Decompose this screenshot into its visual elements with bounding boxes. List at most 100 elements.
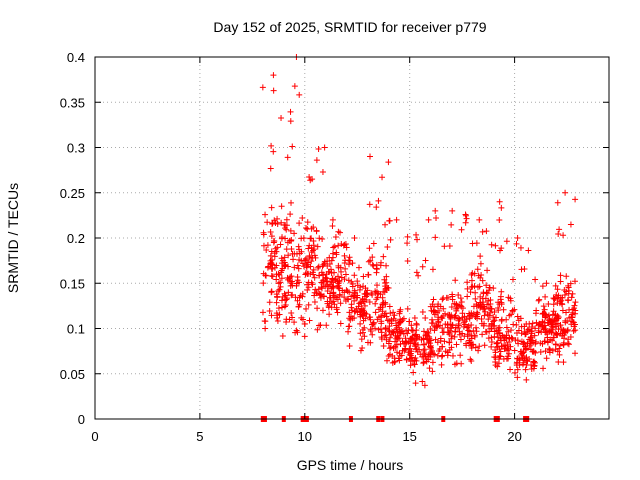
data-point <box>572 350 579 357</box>
data-point <box>514 366 521 373</box>
data-point <box>413 321 420 328</box>
data-point <box>354 282 361 289</box>
data-point <box>396 335 403 342</box>
data-point <box>419 378 426 385</box>
data-point <box>538 328 545 335</box>
data-point <box>336 291 343 298</box>
data-point <box>559 301 566 308</box>
data-point <box>476 216 483 223</box>
data-point <box>409 334 416 341</box>
data-point <box>365 271 372 278</box>
data-point <box>399 317 406 324</box>
data-point <box>420 328 427 335</box>
data-point <box>311 274 318 281</box>
data-point <box>427 350 434 357</box>
data-point <box>507 343 514 350</box>
data-point <box>368 321 375 328</box>
data-point <box>351 315 358 322</box>
data-point <box>479 331 486 338</box>
data-point <box>567 333 574 340</box>
data-point <box>561 291 568 298</box>
data-point <box>305 245 312 252</box>
data-point <box>412 380 419 387</box>
data-point <box>413 269 420 276</box>
x-tick-label: 0 <box>91 429 98 444</box>
data-point <box>477 293 484 300</box>
data-point <box>554 331 561 338</box>
data-point <box>481 342 488 349</box>
data-point <box>513 240 520 247</box>
data-point <box>314 305 321 312</box>
data-point <box>556 345 563 352</box>
data-point <box>540 365 547 372</box>
data-point <box>535 297 542 304</box>
data-point <box>404 257 411 264</box>
data-point <box>433 214 440 221</box>
data-point <box>550 334 557 341</box>
data-point <box>429 368 436 375</box>
data-point <box>484 290 491 297</box>
data-point <box>398 352 405 359</box>
data-point <box>430 296 437 303</box>
data-point <box>330 290 337 297</box>
data-point <box>429 320 436 327</box>
data-point <box>439 329 446 336</box>
data-point <box>375 306 382 313</box>
data-point <box>506 338 513 345</box>
data-point <box>477 260 484 267</box>
data-point <box>259 309 266 316</box>
y-tick-label: 0.2 <box>67 231 85 246</box>
data-point <box>503 238 510 245</box>
data-point <box>562 328 569 335</box>
data-point <box>528 328 535 335</box>
data-point <box>523 346 530 353</box>
data-point <box>324 258 331 265</box>
data-point <box>285 252 292 259</box>
y-tick-label: 0.05 <box>60 367 85 382</box>
data-point <box>284 154 291 161</box>
data-point <box>562 189 569 196</box>
data-point <box>472 289 479 296</box>
data-point <box>498 299 505 306</box>
data-point <box>555 359 562 366</box>
data-point <box>407 340 414 347</box>
data-point <box>444 324 451 331</box>
data-point <box>434 339 441 346</box>
data-point <box>565 282 572 289</box>
data-point <box>507 366 514 373</box>
data-point <box>527 338 534 345</box>
data-point <box>453 341 460 348</box>
data-point <box>273 276 280 283</box>
data-point <box>494 330 501 337</box>
data-point <box>303 305 310 312</box>
data-point <box>412 331 419 338</box>
data-point <box>407 345 414 352</box>
data-point <box>468 322 475 329</box>
data-point <box>304 286 311 293</box>
data-point <box>346 261 353 268</box>
data-point <box>509 335 516 342</box>
data-point <box>288 199 295 206</box>
data-point <box>399 338 406 345</box>
data-point <box>433 324 440 331</box>
data-point <box>393 341 400 348</box>
x-tick-label: 5 <box>196 429 203 444</box>
data-point <box>383 279 390 286</box>
data-point <box>287 118 294 125</box>
data-point <box>282 302 289 309</box>
data-point <box>477 253 484 260</box>
data-point <box>326 268 333 275</box>
data-point <box>571 278 578 285</box>
data-point <box>474 284 481 291</box>
data-point <box>500 355 507 362</box>
data-point <box>545 300 552 307</box>
data-point <box>555 326 562 333</box>
data-point <box>471 270 478 277</box>
data-point <box>448 325 455 332</box>
data-point <box>317 322 324 329</box>
data-point <box>386 217 393 224</box>
data-point <box>396 308 403 315</box>
data-point <box>557 278 564 285</box>
data-point <box>278 304 285 311</box>
data-point <box>572 321 579 328</box>
